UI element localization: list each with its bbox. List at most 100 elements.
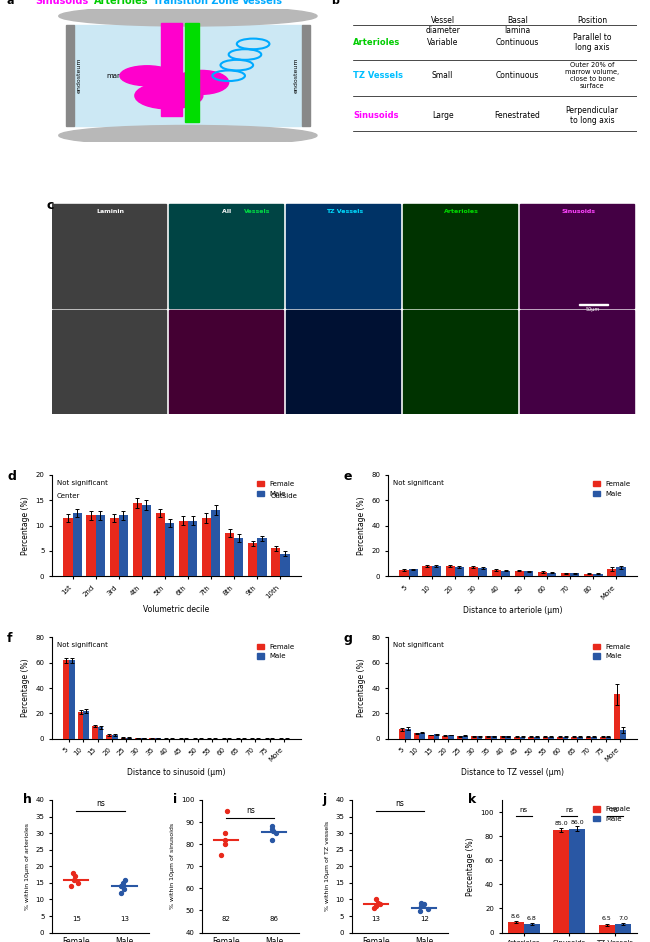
- Bar: [553, 830, 569, 933]
- Bar: [52, 310, 166, 414]
- Text: Large: Large: [432, 111, 454, 120]
- Point: [118, 882, 129, 897]
- Bar: [434, 735, 439, 739]
- Ellipse shape: [58, 6, 317, 26]
- Bar: [98, 727, 103, 739]
- Bar: [500, 737, 505, 739]
- Bar: [538, 572, 547, 577]
- Legend: Female, Male: Female, Male: [254, 479, 298, 499]
- Bar: [606, 737, 612, 739]
- Text: b: b: [332, 0, 339, 6]
- Y-axis label: % within 10µm of arterioles: % within 10µm of arterioles: [25, 822, 30, 910]
- Bar: [142, 505, 151, 577]
- Bar: [66, 25, 73, 126]
- Y-axis label: Percentage (%): Percentage (%): [21, 496, 30, 555]
- Bar: [578, 303, 608, 305]
- Point: [266, 832, 277, 847]
- Bar: [462, 736, 468, 739]
- Bar: [515, 571, 524, 577]
- Point: [220, 836, 231, 852]
- Y-axis label: % within 10µm of sinusoids: % within 10µm of sinusoids: [170, 823, 176, 909]
- Point: [270, 825, 281, 840]
- Bar: [403, 204, 517, 308]
- Bar: [234, 538, 244, 577]
- Point: [68, 866, 78, 881]
- Point: [416, 895, 426, 910]
- Bar: [577, 737, 582, 739]
- Y-axis label: Percentage (%): Percentage (%): [21, 658, 30, 718]
- Bar: [69, 660, 75, 739]
- Text: Basal
lamina: Basal lamina: [504, 16, 530, 36]
- Text: Fenestrated: Fenestrated: [495, 111, 540, 120]
- Bar: [422, 565, 432, 577]
- Text: 86: 86: [270, 916, 279, 922]
- Bar: [469, 567, 478, 577]
- Bar: [508, 922, 524, 933]
- Y-axis label: Percentage (%): Percentage (%): [357, 658, 366, 718]
- Y-axis label: Percentage (%): Percentage (%): [357, 496, 366, 555]
- Text: f: f: [7, 632, 13, 645]
- Text: 13: 13: [120, 916, 129, 922]
- Bar: [584, 574, 593, 577]
- Bar: [63, 518, 73, 577]
- Text: Transition Zone: Transition Zone: [153, 0, 239, 6]
- Point: [423, 901, 434, 917]
- Bar: [225, 533, 234, 577]
- Point: [116, 879, 126, 894]
- Bar: [428, 735, 434, 739]
- Text: e: e: [343, 470, 352, 483]
- Bar: [445, 566, 455, 577]
- Bar: [77, 712, 83, 739]
- Bar: [486, 737, 491, 739]
- Point: [369, 901, 379, 916]
- Bar: [569, 829, 585, 933]
- Point: [66, 879, 77, 894]
- Text: a: a: [6, 0, 14, 6]
- Bar: [557, 737, 563, 739]
- Y-axis label: % within 10µm of TZ vessels: % within 10µm of TZ vessels: [324, 821, 330, 911]
- Bar: [620, 730, 626, 739]
- Bar: [547, 573, 556, 577]
- Text: Variable: Variable: [427, 38, 458, 47]
- Text: Position: Position: [577, 16, 607, 25]
- Text: Sinusoids: Sinusoids: [562, 209, 595, 214]
- Bar: [570, 573, 580, 577]
- Bar: [592, 737, 597, 739]
- Text: Arterioles: Arterioles: [444, 209, 479, 214]
- Point: [73, 875, 83, 890]
- Point: [216, 848, 227, 863]
- Point: [419, 897, 429, 912]
- Point: [70, 869, 81, 884]
- Bar: [126, 738, 132, 739]
- Bar: [109, 518, 119, 577]
- Bar: [52, 204, 166, 308]
- Text: marrow: marrow: [107, 73, 133, 79]
- Text: k: k: [468, 793, 476, 806]
- Bar: [112, 735, 118, 739]
- Legend: Female, Male: Female, Male: [590, 479, 634, 499]
- Bar: [432, 566, 441, 577]
- Text: Small: Small: [432, 72, 453, 80]
- Y-axis label: Percentage (%): Percentage (%): [466, 836, 475, 896]
- Ellipse shape: [135, 82, 203, 109]
- Bar: [409, 569, 418, 577]
- Point: [371, 899, 382, 914]
- Bar: [600, 737, 606, 739]
- Point: [116, 885, 127, 901]
- Text: TZ Vessels: TZ Vessels: [353, 72, 403, 80]
- Text: Outside: Outside: [271, 494, 298, 499]
- Text: endosteum: endosteum: [77, 58, 82, 93]
- Point: [415, 903, 425, 918]
- Text: Arterioles: Arterioles: [94, 0, 149, 6]
- Bar: [133, 503, 142, 577]
- Bar: [534, 737, 540, 739]
- Bar: [549, 737, 554, 739]
- Bar: [457, 737, 462, 739]
- Bar: [257, 538, 266, 577]
- Bar: [73, 25, 302, 126]
- Text: ns: ns: [611, 807, 619, 813]
- Point: [374, 897, 385, 912]
- Text: 86.0: 86.0: [571, 820, 584, 825]
- Bar: [491, 737, 497, 739]
- Bar: [188, 521, 197, 577]
